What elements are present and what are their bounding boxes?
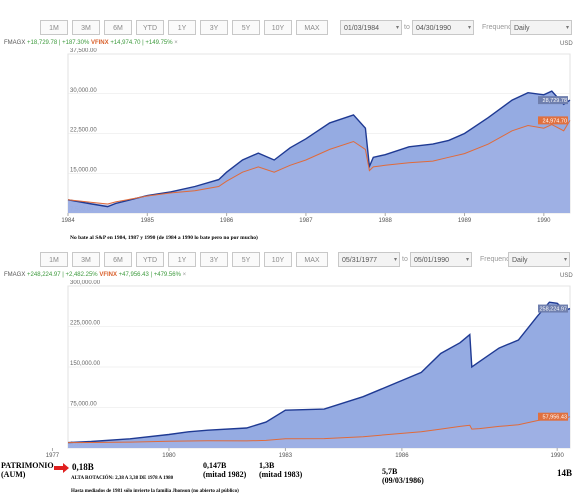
top-y-tick-label: 22,500.00 — [70, 128, 97, 134]
close-icon[interactable]: × — [182, 272, 187, 278]
top-period-3y[interactable]: 3Y — [200, 20, 228, 35]
bottom-period-ytd[interactable]: YTD — [136, 252, 164, 267]
bottom-period-5y[interactable]: 5Y — [232, 252, 260, 267]
aum-1986-value: 5,7B (09/03/1986) — [382, 467, 424, 485]
bottom-y-tick-label: 225,000.00 — [70, 321, 101, 327]
bottom-period-3y[interactable]: 3Y — [200, 252, 228, 267]
bottom-y-tick-label: 75,000.00 — [70, 402, 97, 408]
top-y-tick-label: 30,000.00 — [70, 88, 97, 94]
top-series-fmagx-line — [67, 90, 571, 208]
bottom-y-tick-label: 300,000.00 — [70, 280, 101, 286]
top-x-tick-label: 1990 — [537, 218, 551, 224]
top-x-tick-label: 1988 — [379, 218, 393, 224]
bottom-period-max[interactable]: MAX — [296, 252, 328, 267]
top-legend-bench: VFINX — [90, 40, 109, 46]
top-to-label: to — [404, 24, 410, 31]
top-end-label-vfinx: 24,974.70 — [543, 118, 567, 124]
top-period-max[interactable]: MAX — [296, 20, 328, 35]
bottom-end-date-input[interactable]: 05/01/1990 ▾ — [410, 252, 472, 267]
aum-1983-value: 1,3B (mitad 1983) — [259, 461, 303, 479]
family-note: Hasta mediados de 1981 sólo invierte la … — [71, 489, 239, 494]
bottom-legend-bench: VFINX — [99, 272, 117, 278]
top-x-tick-label: 1984 — [61, 218, 75, 224]
top-x-tick-label: 1985 — [141, 218, 155, 224]
top-legend-fund-stats: +18,729.78 | +187.30% — [27, 40, 90, 46]
top-series-vfinx-line — [67, 120, 571, 205]
bottom-period-10y[interactable]: 10Y — [264, 252, 292, 267]
bottom-period-1m[interactable]: 1M — [40, 252, 68, 267]
chevron-down-icon: ▾ — [565, 25, 569, 31]
top-x-tick-label: 1989 — [458, 218, 472, 224]
top-x-tick-label: 1986 — [220, 218, 234, 224]
bottom-end-label-bg-vfinx — [538, 412, 568, 421]
bottom-toolbar: 1M 3M 6M YTD 1Y 3Y 5Y 10Y MAX 05/31/1977 ▾ to 05/… — [0, 252, 583, 270]
bottom-to-label: to — [402, 256, 408, 263]
aum-label: PATRIMONIO (AUM) — [1, 461, 54, 479]
bottom-frequency-label: Frequency — [480, 256, 514, 263]
top-end-label-bg-vfinx — [538, 116, 568, 125]
calendar-icon: ▾ — [395, 25, 399, 31]
top-end-date-input[interactable]: 04/30/1990 ▾ — [412, 20, 474, 35]
top-currency-label: USD — [560, 41, 573, 47]
bottom-legend-fund-stats: +248,224.97 | +2,482.25% — [27, 272, 98, 278]
aum-1977-value: 0,18B — [72, 462, 94, 472]
calendar-icon: ▾ — [467, 25, 471, 31]
top-frequency-select[interactable]: Daily ▾ — [510, 20, 572, 35]
bottom-bench-area — [68, 416, 570, 448]
bottom-series-vfinx-line — [67, 416, 571, 444]
chevron-down-icon: ▾ — [563, 257, 567, 263]
bottom-end-label-fmagx: 258,224.97 — [539, 307, 567, 313]
bottom-period-6m[interactable]: 6M — [104, 252, 132, 267]
top-period-1y[interactable]: 1Y — [168, 20, 196, 35]
top-caption: No bate al S&P en 1984, 1987 y 1990 (de … — [70, 235, 258, 241]
top-legend: FMAGX +18,729.78 | +187.30% VFINX +14,97… — [4, 40, 178, 46]
top-period-10y[interactable]: 10Y — [264, 20, 292, 35]
top-period-3m[interactable]: 3M — [72, 20, 100, 35]
top-start-date-input[interactable]: 01/03/1984 ▾ — [340, 20, 402, 35]
aum-1990-value: 14B — [557, 468, 573, 478]
red-arrow-icon — [54, 463, 69, 473]
top-legend-fund: FMAGX — [4, 40, 26, 46]
bottom-start-date-input[interactable]: 05/31/1977 ▾ — [338, 252, 400, 267]
top-y-tick-label: 15,000.00 — [70, 167, 97, 173]
bottom-x-tick-label: 1983 — [279, 453, 293, 459]
top-toolbar: 1M 3M 6M YTD 1Y 3Y 5Y 10Y MAX 01/03/1984 ▾ to 04/… — [0, 20, 583, 38]
calendar-icon: ▾ — [393, 257, 397, 263]
top-period-ytd[interactable]: YTD — [136, 20, 164, 35]
bottom-x-tick-label: 1986 — [395, 453, 409, 459]
top-bench-area — [68, 120, 570, 213]
bottom-fund-area — [68, 302, 570, 448]
top-frequency-label: Frequency — [482, 24, 516, 31]
bottom-period-3m[interactable]: 3M — [72, 252, 100, 267]
bottom-period-1y[interactable]: 1Y — [168, 252, 196, 267]
bottom-currency-label: USD — [560, 273, 573, 279]
top-period-5y[interactable]: 5Y — [232, 20, 260, 35]
bottom-legend-fund: FMAGX — [4, 272, 26, 278]
top-end-label-bg-fmagx — [538, 96, 568, 105]
bottom-end-label-bg-fmagx — [538, 304, 568, 313]
calendar-icon: ▾ — [465, 257, 469, 263]
top-y-tick-label: 37,500.00 — [70, 48, 97, 54]
top-period-6m[interactable]: 6M — [104, 20, 132, 35]
bottom-frequency-select[interactable]: Daily ▾ — [508, 252, 570, 267]
bottom-end-label-vfinx: 57,956.43 — [543, 415, 567, 421]
bottom-x-tick-label: 1980 — [162, 453, 176, 459]
bottom-legend: FMAGX +248,224.97 | +2,482.25% VFINX +47… — [4, 272, 186, 278]
bottom-y-tick-label: 150,000.00 — [70, 361, 101, 367]
rotation-note: ALTA ROTACIÓN: 2,38 A 3,38 DE 1978 A 198… — [71, 476, 174, 481]
aum-1982-value: 0,147B (mitad 1982) — [203, 461, 247, 479]
bottom-x-tick-label: 1977 — [46, 453, 60, 459]
top-period-1m[interactable]: 1M — [40, 20, 68, 35]
bottom-series-fmagx-line — [67, 301, 571, 444]
bottom-x-tick-label: 1990 — [551, 453, 565, 459]
top-chart: 7,500.0015,000.0022,500.0030,000.0037,50… — [61, 48, 571, 224]
top-legend-bench-stats: +14,974.70 | +149.75% — [110, 40, 173, 46]
top-x-tick-label: 1987 — [299, 218, 313, 224]
bottom-legend-bench-stats: +47,956.43 | +479.56% — [118, 272, 181, 278]
top-end-label-fmagx: 28,729.78 — [543, 98, 567, 104]
close-icon[interactable]: × — [174, 40, 178, 46]
bottom-chart: 0.0075,000.00150,000.00225,000.00300,000… — [46, 280, 571, 459]
